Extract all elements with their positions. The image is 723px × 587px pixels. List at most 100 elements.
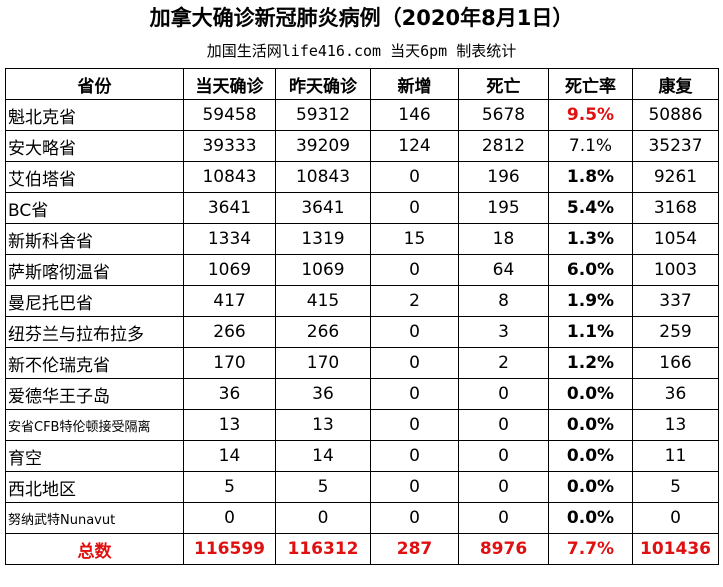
value-cell: 0.0% (548, 440, 633, 472)
value-cell: 59312 (275, 99, 371, 131)
column-header: 死亡 (458, 68, 549, 100)
table-row: 育空 14 14 0 0 0.0% 11 (5, 440, 719, 472)
value-cell: 3641 (275, 192, 371, 224)
value-cell: 259 (632, 316, 719, 348)
value-cell: 0 (458, 378, 549, 410)
value-cell: 13 (183, 409, 276, 441)
table-row: 西北地区 5 5 0 0 0.0% 5 (5, 471, 719, 503)
value-cell: 170 (183, 347, 276, 379)
value-cell: 2812 (458, 130, 549, 162)
value-cell: 0 (370, 409, 459, 441)
subtitle: 加国生活网life416.com 当天6pm 制表统计 (206, 42, 517, 60)
column-header: 死亡率 (548, 68, 633, 100)
column-header: 当天确诊 (183, 68, 276, 100)
table-row: 努纳武特Nunavut 0 0 0 0 0.0% 0 (5, 502, 719, 534)
table-row: 纽芬兰与拉布拉多 266 266 0 3 1.1% 259 (5, 316, 719, 348)
table-row: 新斯科舍省 1334 1319 15 18 1.3% 1054 (5, 223, 719, 255)
value-cell: 0.0% (548, 409, 633, 441)
value-cell: 1003 (632, 254, 719, 286)
value-cell: 5678 (458, 99, 549, 131)
province-cell: 艾伯塔省 (5, 161, 184, 193)
province-cell: 新不伦瑞克省 (5, 347, 184, 379)
value-cell: 59458 (183, 99, 276, 131)
value-cell: 0 (370, 378, 459, 410)
value-cell: 1.8% (548, 161, 633, 193)
table-row: 曼尼托巴省 417 415 2 8 1.9% 337 (5, 285, 719, 317)
value-cell: 15 (370, 223, 459, 255)
value-cell: 417 (183, 285, 276, 317)
value-cell: 170 (275, 347, 371, 379)
value-cell: 39333 (183, 130, 276, 162)
total-cell: 116312 (275, 533, 371, 565)
value-cell: 3 (458, 316, 549, 348)
value-cell: 0 (370, 347, 459, 379)
province-cell: 曼尼托巴省 (5, 285, 184, 317)
value-cell: 5 (275, 471, 371, 503)
value-cell: 0 (458, 409, 549, 441)
column-header: 新增 (370, 68, 459, 100)
table-row: 安省CFB特伦顿接受隔离 13 13 0 0 0.0% 13 (5, 409, 719, 441)
value-cell: 0 (370, 161, 459, 193)
value-cell: 2 (370, 285, 459, 317)
value-cell: 18 (458, 223, 549, 255)
province-cell: 新斯科舍省 (5, 223, 184, 255)
value-cell: 13 (275, 409, 371, 441)
value-cell: 1.3% (548, 223, 633, 255)
province-cell: 安大略省 (5, 130, 184, 162)
value-cell: 35237 (632, 130, 719, 162)
value-cell: 196 (458, 161, 549, 193)
province-cell: 萨斯喀彻温省 (5, 254, 184, 286)
value-cell: 7.1% (548, 130, 633, 162)
value-cell: 36 (275, 378, 371, 410)
value-cell: 0 (370, 192, 459, 224)
value-cell: 9.5% (548, 99, 633, 131)
value-cell: 3168 (632, 192, 719, 224)
value-cell: 1.2% (548, 347, 633, 379)
total-row: 总数 116599 116312 287 8976 7.7% 101436 (5, 533, 719, 565)
value-cell: 0 (370, 471, 459, 503)
province-cell: 西北地区 (5, 471, 184, 503)
value-cell: 146 (370, 99, 459, 131)
province-cell: BC省 (5, 192, 184, 224)
table-row: 魁北克省 59458 59312 146 5678 9.5% 50886 (5, 99, 719, 131)
value-cell: 1069 (275, 254, 371, 286)
province-cell: 爱德华王子岛 (5, 378, 184, 410)
province-cell: 育空 (5, 440, 184, 472)
value-cell: 195 (458, 192, 549, 224)
value-cell: 5 (632, 471, 719, 503)
value-cell: 0 (370, 316, 459, 348)
table-row: 爱德华王子岛 36 36 0 0 0.0% 36 (5, 378, 719, 410)
value-cell: 14 (275, 440, 371, 472)
value-cell: 1069 (183, 254, 276, 286)
value-cell: 64 (458, 254, 549, 286)
province-cell: 安省CFB特伦顿接受隔离 (5, 409, 184, 441)
value-cell: 0 (458, 471, 549, 503)
header-row: 省份 当天确诊 昨天确诊 新增 死亡 死亡率 康复 (5, 68, 719, 100)
value-cell: 1.1% (548, 316, 633, 348)
total-cell: 7.7% (548, 533, 633, 565)
value-cell: 266 (183, 316, 276, 348)
value-cell: 0 (370, 440, 459, 472)
total-cell: 8976 (458, 533, 549, 565)
value-cell: 1054 (632, 223, 719, 255)
table-row: 萨斯喀彻温省 1069 1069 0 64 6.0% 1003 (5, 254, 719, 286)
value-cell: 0 (458, 502, 549, 534)
value-cell: 5.4% (548, 192, 633, 224)
value-cell: 1319 (275, 223, 371, 255)
value-cell: 3641 (183, 192, 276, 224)
value-cell: 11 (632, 440, 719, 472)
value-cell: 36 (632, 378, 719, 410)
value-cell: 36 (183, 378, 276, 410)
value-cell: 2 (458, 347, 549, 379)
table-row: 安大略省 39333 39209 124 2812 7.1% 35237 (5, 130, 719, 162)
value-cell: 124 (370, 130, 459, 162)
value-cell: 1.9% (548, 285, 633, 317)
total-cell: 287 (370, 533, 459, 565)
value-cell: 6.0% (548, 254, 633, 286)
province-cell: 魁北克省 (5, 99, 184, 131)
value-cell: 266 (275, 316, 371, 348)
table-row: 新不伦瑞克省 170 170 0 2 1.2% 166 (5, 347, 719, 379)
value-cell: 0 (370, 502, 459, 534)
province-cell: 纽芬兰与拉布拉多 (5, 316, 184, 348)
